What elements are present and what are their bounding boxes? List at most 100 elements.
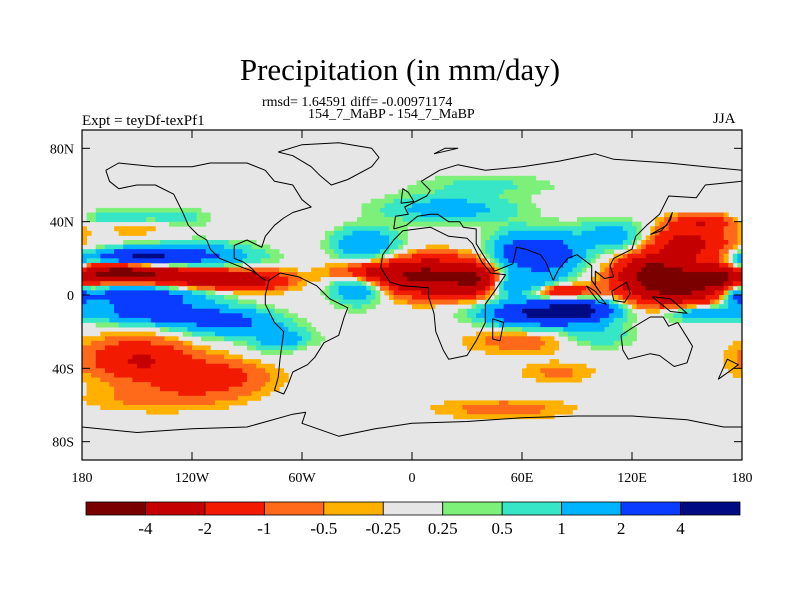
heatmap-cell: [123, 253, 129, 259]
heatmap-cell: [118, 340, 124, 346]
heatmap-cell: [86, 299, 92, 305]
heatmap-cell: [508, 258, 514, 264]
heatmap-cell: [728, 267, 734, 273]
heatmap-cell: [558, 304, 564, 310]
heatmap-cell: [691, 258, 697, 264]
heatmap-cell: [182, 313, 188, 319]
heatmap-cell: [141, 354, 147, 360]
heatmap-cell: [567, 230, 573, 236]
heatmap-cell: [196, 276, 202, 282]
heatmap-cell: [439, 258, 445, 264]
heatmap-cell: [586, 308, 592, 314]
heatmap-cell: [691, 304, 697, 310]
heatmap-cell: [242, 400, 248, 406]
heatmap-cell: [274, 253, 280, 259]
heatmap-cell: [645, 308, 651, 314]
heatmap-cell: [379, 285, 385, 291]
heatmap-cell: [448, 175, 454, 181]
heatmap-cell: [512, 290, 518, 296]
heatmap-cell: [256, 276, 262, 282]
heatmap-cell: [462, 175, 468, 181]
heatmap-cell: [196, 395, 202, 401]
heatmap-cell: [164, 212, 170, 218]
heatmap-cell: [595, 331, 601, 337]
heatmap-cell: [691, 317, 697, 323]
heatmap-cell: [146, 226, 152, 232]
heatmap-cell: [146, 244, 152, 250]
heatmap-cell: [512, 400, 518, 406]
heatmap-cell: [379, 258, 385, 264]
heatmap-cell: [104, 405, 110, 410]
heatmap-cell: [338, 244, 344, 250]
heatmap-cell: [526, 249, 532, 255]
heatmap-cell: [590, 253, 596, 259]
heatmap-cell: [737, 262, 742, 268]
heatmap-cell: [123, 377, 129, 383]
heatmap-cell: [572, 327, 578, 333]
heatmap-cell: [224, 336, 230, 342]
heatmap-cell: [696, 244, 702, 250]
heatmap-cell: [95, 354, 101, 360]
heatmap-cell: [503, 262, 509, 268]
heatmap-cell: [114, 317, 120, 323]
heatmap-cell: [137, 308, 142, 314]
heatmap-cell: [430, 249, 436, 255]
heatmap-cell: [425, 180, 431, 186]
heatmap-cell: [201, 276, 207, 282]
heatmap-cell: [471, 189, 477, 195]
heatmap-cell: [517, 189, 523, 195]
heatmap-cell: [512, 253, 518, 259]
heatmap-cell: [269, 313, 275, 319]
heatmap-cell: [196, 295, 202, 300]
heatmap-cell: [439, 244, 445, 250]
heatmap-cell: [178, 400, 184, 406]
heatmap-cell: [132, 262, 138, 268]
heatmap-cell: [613, 262, 619, 268]
heatmap-cell: [100, 368, 106, 374]
heatmap-cell: [114, 249, 120, 255]
heatmap-cell: [100, 377, 106, 383]
heatmap-cell: [109, 253, 115, 259]
heatmap-cell: [650, 304, 656, 310]
heatmap-cell: [228, 382, 234, 388]
heatmap-cell: [104, 350, 110, 355]
heatmap-cell: [700, 295, 706, 300]
heatmap-cell: [471, 281, 477, 287]
heatmap-cell: [682, 217, 688, 223]
heatmap-cell: [201, 400, 207, 406]
heatmap-cell: [233, 276, 239, 282]
heatmap-cell: [632, 221, 637, 227]
heatmap-cell: [127, 262, 133, 268]
heatmap-cell: [682, 295, 688, 300]
heatmap-cell: [150, 340, 156, 346]
heatmap-cell: [132, 253, 138, 259]
heatmap-cell: [416, 207, 422, 213]
heatmap-cell: [242, 327, 248, 333]
heatmap-cell: [540, 276, 546, 282]
heatmap-cell: [554, 290, 560, 296]
heatmap-cell: [338, 226, 344, 232]
heatmap-cell: [485, 345, 491, 351]
heatmap-cell: [549, 409, 555, 415]
heatmap-cell: [256, 304, 262, 310]
heatmap-cell: [531, 308, 537, 314]
heatmap-cell: [114, 382, 120, 388]
heatmap-cell: [714, 262, 720, 268]
heatmap-cell: [577, 304, 582, 310]
heatmap-cell: [627, 336, 633, 342]
heatmap-cell: [375, 281, 381, 287]
heatmap-cell: [522, 317, 527, 323]
heatmap-cell: [256, 244, 262, 250]
heatmap-cell: [114, 322, 120, 328]
heatmap-cell: [526, 258, 532, 264]
heatmap-cell: [636, 249, 642, 255]
heatmap-cell: [613, 336, 619, 342]
heatmap-cell: [352, 290, 358, 296]
heatmap-cell: [150, 226, 156, 232]
heatmap-cell: [146, 207, 152, 213]
heatmap-cell: [709, 267, 715, 273]
heatmap-cell: [82, 276, 87, 282]
heatmap-cell: [412, 267, 417, 273]
heatmap-cell: [723, 350, 729, 355]
heatmap-cell: [544, 368, 550, 374]
